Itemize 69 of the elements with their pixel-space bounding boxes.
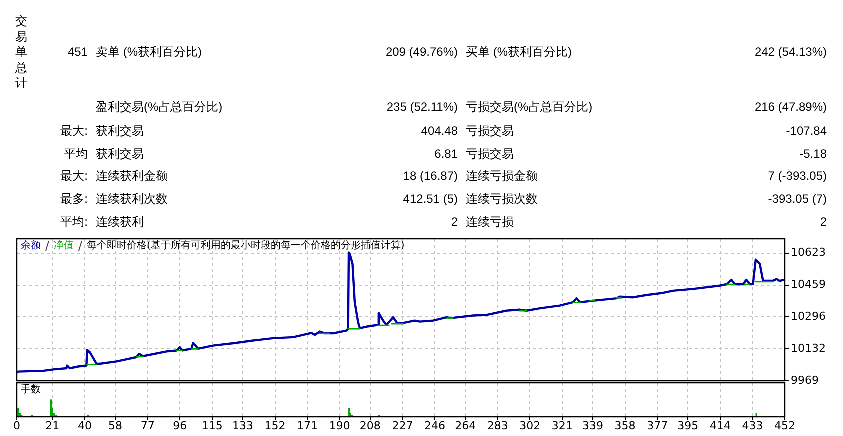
x-tick-label: 208 bbox=[360, 419, 381, 432]
text: 216 (47.89%) bbox=[754, 98, 827, 114]
x-tick-label: 40 bbox=[78, 419, 92, 432]
text: 连续亏损次数 bbox=[466, 191, 538, 208]
x-tick-label: 58 bbox=[108, 419, 123, 432]
x-tick-label: 283 bbox=[487, 419, 508, 432]
text: 亏损交易 bbox=[466, 123, 514, 139]
text: 平均: bbox=[60, 214, 88, 230]
text: 209 (49.76%) bbox=[386, 44, 458, 60]
x-tick-label: 171 bbox=[297, 419, 318, 432]
text: 余额 bbox=[21, 240, 41, 252]
text: 最大: bbox=[60, 123, 88, 139]
x-tick-label: 358 bbox=[614, 419, 636, 432]
text: 平均 bbox=[64, 146, 88, 162]
text: 连续亏损金额 bbox=[466, 168, 538, 184]
text: 18 (16.87) bbox=[403, 168, 458, 184]
text: 获利交易 bbox=[96, 123, 144, 139]
text: 盈利交易(%占总百分比) bbox=[96, 98, 223, 114]
text: 最大: bbox=[60, 168, 88, 184]
chart-title: 手数 bbox=[21, 384, 41, 396]
y-tick-label: 10132 bbox=[791, 342, 826, 356]
x-tick-label: 452 bbox=[774, 419, 796, 432]
x-tick-label: 321 bbox=[552, 419, 573, 432]
x-tick-label: 227 bbox=[392, 419, 414, 432]
x-tick-label: 246 bbox=[424, 419, 446, 432]
text: 404.48 bbox=[421, 123, 458, 139]
text: 2 bbox=[451, 214, 458, 230]
x-tick-label: 302 bbox=[520, 419, 541, 432]
text: 412.51 (5) bbox=[403, 191, 458, 208]
text: 2 bbox=[820, 214, 827, 230]
text: 卖单 (%获利百分比) bbox=[96, 44, 202, 60]
x-tick-label: 395 bbox=[678, 419, 699, 432]
text: 451 bbox=[68, 44, 88, 60]
x-tick-label: 339 bbox=[582, 419, 604, 432]
x-tick-label: 133 bbox=[232, 419, 254, 432]
text: 连续获利 bbox=[96, 214, 144, 230]
text: 连续获利次数 bbox=[96, 191, 168, 208]
text: 净值 bbox=[54, 240, 74, 252]
y-tick-label: 10623 bbox=[791, 246, 826, 260]
x-tick-label: 96 bbox=[173, 419, 188, 432]
text: -107.84 bbox=[786, 123, 827, 139]
x-tick-label: 414 bbox=[710, 419, 731, 432]
text: 7 (-393.05) bbox=[768, 168, 827, 184]
text: 买单 (%获利百分比) bbox=[466, 44, 572, 60]
text: 最多: bbox=[60, 191, 88, 208]
x-tick-label: 115 bbox=[202, 419, 223, 432]
text: 连续获利金额 bbox=[96, 168, 168, 184]
text: 交易单总计 bbox=[14, 14, 28, 92]
annotation: 每个即时价格(基于所有可利用的最小时段的每一个价格的分形插值计算) bbox=[87, 240, 405, 252]
y-tick-label: 10296 bbox=[791, 310, 826, 323]
text: 获利交易 bbox=[96, 146, 144, 162]
x-tick-label: 264 bbox=[455, 419, 476, 432]
x-tick-label: 77 bbox=[140, 419, 155, 432]
x-tick-label: 152 bbox=[264, 419, 286, 432]
text: 235 (52.11%) bbox=[386, 98, 458, 114]
text: 连续亏损 bbox=[466, 214, 514, 230]
text: -393.05 (7) bbox=[768, 191, 827, 208]
text: 6.81 bbox=[434, 146, 458, 162]
y-tick-label: 9969 bbox=[791, 374, 819, 387]
x-tick-label: 190 bbox=[329, 419, 350, 432]
text: 242 (54.13%) bbox=[754, 44, 827, 60]
y-tick-label: 10459 bbox=[791, 278, 826, 292]
text: 亏损交易 bbox=[466, 146, 514, 162]
x-tick-label: 433 bbox=[742, 419, 764, 432]
text: -5.18 bbox=[800, 146, 827, 162]
x-tick-label: 0 bbox=[14, 419, 20, 432]
text: 亏损交易(%占总百分比) bbox=[466, 98, 593, 114]
x-tick-label: 21 bbox=[46, 419, 60, 432]
x-tick-label: 377 bbox=[647, 419, 668, 432]
